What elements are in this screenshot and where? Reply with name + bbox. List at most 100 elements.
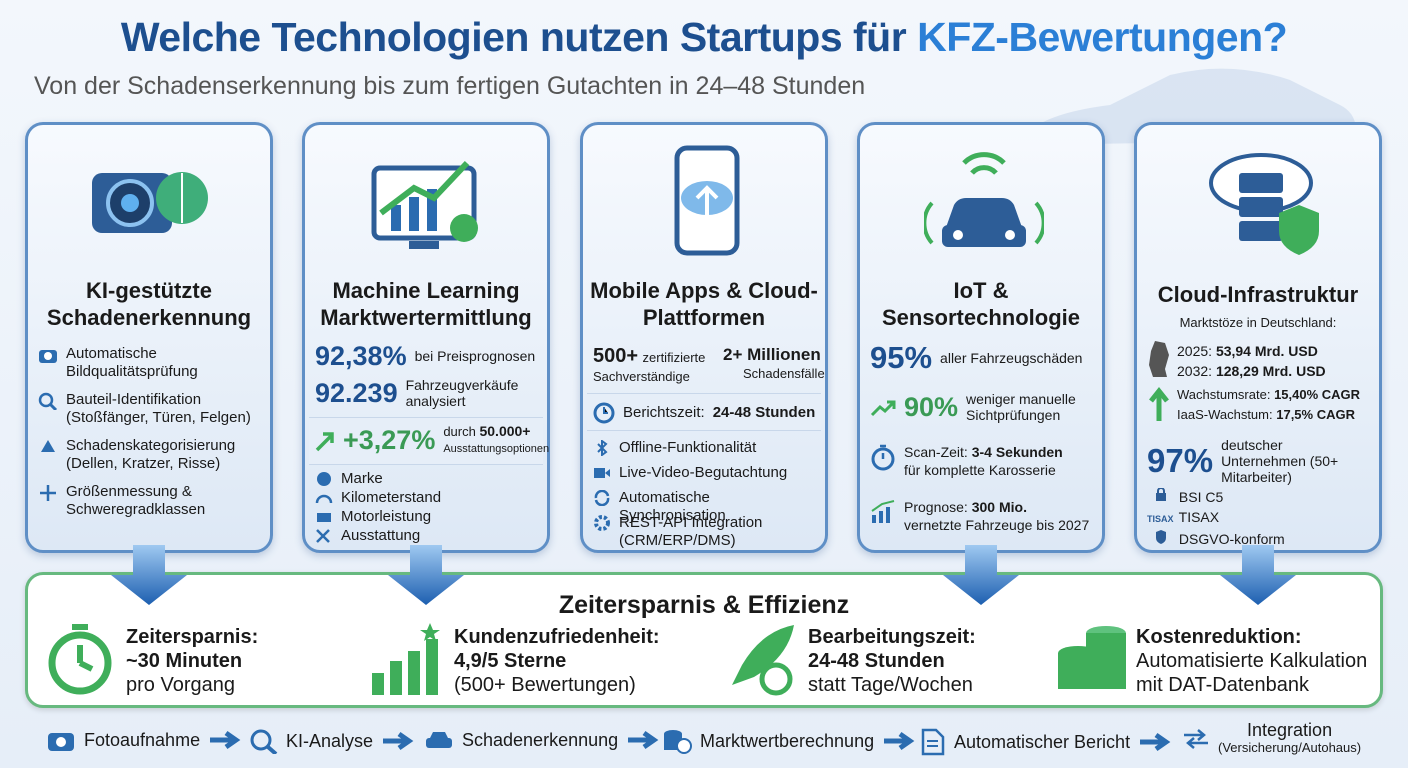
- efficiency-item-note: (500+ Bewertungen): [454, 674, 636, 696]
- stat-label: weniger manuelle Sichtprüfungen: [966, 391, 1076, 423]
- stat-value: 97%: [1147, 442, 1214, 479]
- process-label: Schadenerkennung: [462, 729, 619, 750]
- certs: BSI C5 TISAX TISAX DSGVO-konform: [1147, 487, 1285, 549]
- stat-value: 92,38%: [315, 341, 407, 371]
- efficiency-item-value: ~30 Minuten: [126, 650, 243, 672]
- card-title: IoT & Sensortechnologie: [881, 278, 1081, 330]
- subtitle: Von der Schadenserkennung bis zum fertig…: [34, 72, 866, 100]
- tech-card: IoT & Sensortechnologie 95% aller Fahrzeu…: [857, 122, 1105, 553]
- coins-icon: [1058, 626, 1126, 689]
- feature: Schadenskategorisierung (Dellen, Kratzer…: [38, 437, 264, 473]
- tech-card: KI-gestützte Schadenerkennung Automatisc…: [25, 122, 273, 553]
- cert-text: DSGVO-konform: [1178, 531, 1285, 547]
- cloud-server-icon: [1209, 153, 1319, 255]
- process-label: Fotoaufnahme: [84, 729, 201, 750]
- feature-text: Automatische Bildqualitätsprüfung: [66, 345, 198, 380]
- stat: +3,27% durch 50.000+ Ausstattungsoptionen: [315, 423, 549, 457]
- stat-label-bold: 50.000+: [479, 423, 531, 439]
- efficiency-item-value: Automatisierte Kalkulation: [1136, 650, 1368, 672]
- efficiency-item-note: mit DAT-Datenbank: [1136, 674, 1310, 696]
- feature: REST-API Integration (CRM/ERP/DMS): [593, 514, 819, 550]
- efficiency-item-title: Bearbeitungszeit:: [808, 626, 976, 648]
- factor: Marke: [315, 470, 541, 488]
- efficiency-item-value: 24-48 Stunden: [808, 650, 945, 672]
- feature-text: Automatische Synchronisation: [619, 489, 726, 524]
- stat-value: 500+: [593, 345, 639, 367]
- card-title: Mobile Apps & Cloud-Plattformen: [590, 278, 818, 330]
- stat: 97% deutscher Unternehmen (50+ Mitarbeite…: [1147, 437, 1373, 485]
- cert-text: BSI C5: [1178, 489, 1224, 505]
- market-year: 2032:: [1177, 363, 1213, 379]
- efficiency-item-note: statt Tage/Wochen: [808, 674, 973, 696]
- factor-text: Ausstattung: [341, 527, 421, 544]
- process-step: Schadenerkennung: [424, 728, 660, 752]
- stat-label: durch: [443, 424, 476, 439]
- cert: DSGVO-konform: [1147, 529, 1285, 549]
- feature-text: Schadenskategorisierung (Dellen, Kratzer…: [66, 437, 236, 472]
- growth-value: 15,40% CAGR: [1274, 387, 1361, 402]
- stat: 500+ zertifizierte Sachverständige: [593, 345, 713, 386]
- tech-card: Cloud-Infrastruktur Marktstöze in Deutsc…: [1134, 122, 1382, 553]
- efficiency-item: Kostenreduktion: Automatisierte Kalkulati…: [1136, 625, 1367, 697]
- forecast-note: vernetzte Fahrzeuge bis 2027: [904, 517, 1090, 533]
- phone-cloud-icon: [674, 145, 740, 256]
- feature: Automatische Synchronisation: [593, 489, 819, 525]
- stat-label: bei Preisprognosen: [414, 348, 536, 364]
- growth-arrow: [1149, 387, 1169, 421]
- report-label: Berichtszeit:: [623, 403, 705, 421]
- factor-text: Kilometerstand: [341, 489, 442, 506]
- efficiency-item: Kundenzufriedenheit: 4,9/5 Sterne (500+ Be…: [454, 625, 660, 697]
- stopwatch-icon: [48, 624, 112, 695]
- stat: 92.239 Fahrzeugverkäufe analysiert: [315, 377, 541, 409]
- rocket-icon: [732, 625, 794, 696]
- report-value: 24-48 Stunden: [712, 403, 816, 421]
- growth-label: Wachstumsrate:: [1177, 387, 1271, 402]
- growth-label: IaaS-Wachstum:: [1177, 407, 1273, 422]
- cert: TISAX TISAX: [1147, 507, 1285, 529]
- feature: Live-Video-Begutachtung: [593, 464, 819, 482]
- scan-note: für komplette Karosserie: [904, 462, 1056, 478]
- factor: Kilometerstand: [315, 489, 541, 507]
- cert: BSI C5: [1147, 487, 1285, 507]
- process-label: Integration: [1247, 720, 1333, 740]
- card-title: Machine Learning Marktwertermittlung: [320, 278, 532, 330]
- scan-value: 3-4 Sekunden: [971, 444, 1063, 460]
- feature: Bauteil-Identifikation (Stoßfänger, Türe…: [38, 391, 264, 427]
- feature-text: Größenmessung & Schweregradklassen: [66, 483, 206, 518]
- cert-text: TISAX: [1178, 509, 1220, 525]
- stat-value: +3,27%: [343, 425, 436, 455]
- forecast: Prognose: 300 Mio. vernetzte Fahrzeuge bi…: [870, 498, 1096, 534]
- rating-icon: [372, 623, 440, 695]
- market-value: 128,29 Mrd. USD: [1215, 363, 1326, 379]
- process-step: KI-Analyse: [248, 728, 415, 754]
- title-text: Welche Technologien nutzen Startups für: [120, 14, 907, 60]
- stat-label: deutscher Unternehmen (50+ Mitarbeiter): [1221, 437, 1339, 485]
- card-title: KI-gestützte Schadenerkennung: [46, 278, 252, 330]
- stat-value: 95%: [870, 340, 933, 375]
- efficiency-item-value: 4,9/5 Sterne: [454, 650, 567, 672]
- market-year: 2025:: [1177, 343, 1213, 359]
- efficiency-item-title: Kundenzufriedenheit:: [454, 626, 660, 648]
- process-step: Fotoaufnahme: [46, 728, 242, 752]
- efficiency-box: Zeitersparnis & Effizienz Zeitersparnis:…: [25, 572, 1383, 708]
- stat-label: zertifizierte Sachverständige: [593, 350, 706, 384]
- efficiency-item-title: Kostenreduktion:: [1136, 626, 1302, 648]
- stat: 2+ Millionen Schadensfälle: [723, 345, 825, 383]
- feature-text: Live-Video-Begutachtung: [619, 464, 788, 481]
- market-value: 53,94 Mrd. USD: [1215, 343, 1318, 359]
- title: Welche Technologien nutzen Startups für …: [0, 14, 1408, 61]
- cert-badge: TISAX: [1147, 514, 1174, 524]
- feature: Automatische Bildqualitätsprüfung: [38, 345, 264, 381]
- card-subtitle: Marktstöze in Deutschland:: [1179, 315, 1337, 330]
- stat-value: 2+ Millionen: [723, 345, 821, 364]
- stat-value: 92.239: [315, 378, 398, 408]
- efficiency-item: Bearbeitungszeit: 24-48 Stunden statt Tage…: [808, 625, 976, 697]
- stat: 92,38% bei Preisprognosen: [315, 341, 541, 371]
- process-label: KI-Analyse: [286, 730, 374, 751]
- germany-icon: [1149, 341, 1169, 377]
- feature-text: Bauteil-Identifikation (Stoßfänger, Türe…: [66, 391, 251, 426]
- efficiency-title: Zeitersparnis & Effizienz: [558, 591, 850, 619]
- scan-label: Scan-Zeit:: [904, 444, 968, 460]
- title-highlight: KFZ-Bewertungen?: [917, 14, 1288, 60]
